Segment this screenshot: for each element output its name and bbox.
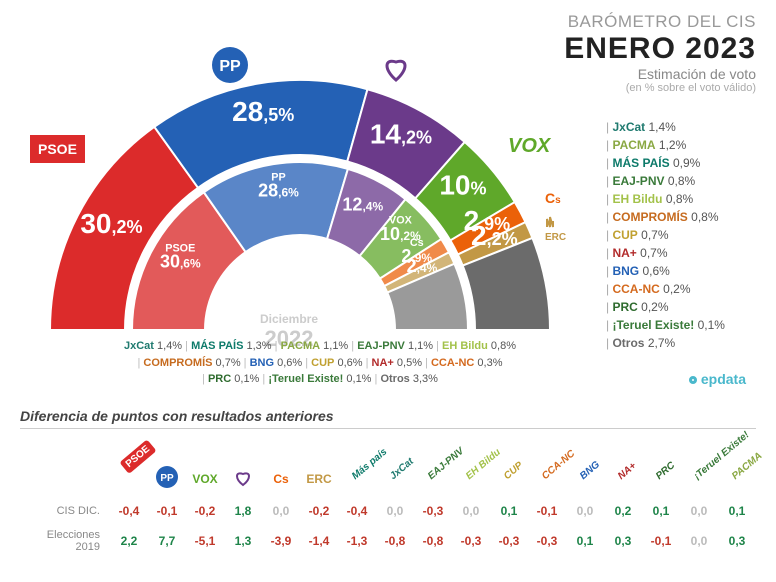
legend-row: | MÁS PAÍS 0,9% — [606, 154, 756, 172]
diff-cell: -0,3 — [490, 534, 528, 548]
diff-cell: 1,8 — [224, 504, 262, 518]
diff-header-cell: EH Bildu — [452, 436, 490, 496]
diff-cell: -0,4 — [338, 504, 376, 518]
diff-cell: -0,4 — [110, 504, 148, 518]
diff-cell: -0,8 — [414, 534, 452, 548]
diff-header-cell: NA+ — [604, 436, 642, 496]
diff-cell: 7,7 — [148, 534, 186, 548]
diff-cell: 0,0 — [680, 504, 718, 518]
header-subtitle: Estimación de voto — [564, 66, 756, 82]
diff-header-cell: PRC — [642, 436, 680, 496]
legend-row: | COMPROMÍS 0,8% — [606, 208, 756, 226]
diff-cell: 0,2 — [604, 504, 642, 518]
diff-cell: -0,3 — [414, 504, 452, 518]
diff-cell: 0,0 — [680, 534, 718, 548]
diff-header-cell: PP — [148, 436, 186, 496]
cs-logo: Cs — [545, 190, 561, 206]
svg-text:PP: PP — [271, 172, 285, 184]
diff-header-cell: Más país — [338, 436, 376, 496]
diff-header-cell: PSOE — [110, 436, 148, 496]
legend-row: | PACMA 1,2% — [606, 136, 756, 154]
side-legend: | JxCat 1,4%| PACMA 1,2%| MÁS PAÍS 0,9%|… — [606, 118, 756, 352]
diff-cell: -3,9 — [262, 534, 300, 548]
diff-cell: 0,3 — [604, 534, 642, 548]
psoe-logo: PSOE — [30, 135, 85, 163]
header-note: (en % sobre el voto válido) — [564, 82, 756, 94]
diff-cell: -0,8 — [376, 534, 414, 548]
diff-row: Elecciones 20192,27,7-5,11,3-3,9-1,4-1,3… — [20, 526, 756, 556]
diff-cell: 0,1 — [642, 504, 680, 518]
diff-cell: -0,1 — [528, 504, 566, 518]
svg-text:Cs: Cs — [410, 237, 424, 249]
diff-header-cell — [224, 436, 262, 496]
diff-cell: 2,2 — [110, 534, 148, 548]
diff-header-cell: CCA-NC — [528, 436, 566, 496]
diff-cell: 1,3 — [224, 534, 262, 548]
legend-row: | PRC 0,2% — [606, 298, 756, 316]
legend-row: | NA+ 0,7% — [606, 244, 756, 262]
diff-cell: -0,3 — [528, 534, 566, 548]
diff-cell: -0,2 — [186, 504, 224, 518]
diff-row: CIS DIC.-0,4-0,1-0,21,80,0-0,2-0,40,0-0,… — [20, 496, 756, 526]
diff-header-cell: PACMA — [718, 436, 756, 496]
diff-cell: -0,1 — [642, 534, 680, 548]
legend-row: | BNG 0,6% — [606, 262, 756, 280]
diff-cell: 0,3 — [718, 534, 756, 548]
legend-row: | EH Bildu 0,8% — [606, 190, 756, 208]
diff-header-cell: CUP — [490, 436, 528, 496]
diff-header-cell: Cs — [262, 436, 300, 496]
diff-header-cell: ERC — [300, 436, 338, 496]
svg-text:VOX: VOX — [389, 215, 413, 227]
diff-cell: 0,1 — [566, 534, 604, 548]
diff-cell: -1,4 — [300, 534, 338, 548]
svg-text:PP: PP — [219, 58, 241, 75]
legend-row: | CCA-NC 0,2% — [606, 280, 756, 298]
legend-row: | CUP 0,7% — [606, 226, 756, 244]
legend-row: | JxCat 1,4% — [606, 118, 756, 136]
erc-logo: ERC — [545, 215, 566, 243]
diff-title: Diferencia de puntos con resultados ante… — [20, 408, 334, 424]
diff-cell: -0,1 — [148, 504, 186, 518]
diff-cell: 0,1 — [718, 504, 756, 518]
diff-cell: -0,3 — [452, 534, 490, 548]
diff-cell: 0,0 — [376, 504, 414, 518]
svg-text:PP: PP — [160, 473, 174, 484]
svg-text:PSOE: PSOE — [165, 242, 195, 254]
arc-chart: 30,2%28,5%14,2%10%2,9%2,2%30,6%PSOE28,6%… — [20, 50, 580, 330]
brand: epdata — [689, 371, 746, 387]
diff-header-cell: BNG — [566, 436, 604, 496]
header-title: ENERO 2023 — [564, 32, 756, 66]
diff-cell: -0,2 — [300, 504, 338, 518]
legend-row: | EAJ-PNV 0,8% — [606, 172, 756, 190]
diff-header-cell: VOX — [186, 436, 224, 496]
diff-table: PSOE PP VOX CsERCMás paísJxCatEAJ-PNVEH Bil… — [20, 436, 756, 556]
diff-cell: -1,3 — [338, 534, 376, 548]
legend-row: | ¡Teruel Existe! 0,1% — [606, 316, 756, 334]
header-pretitle: BARÓMETRO DEL CIS — [564, 12, 756, 32]
diff-cell: 0,0 — [452, 504, 490, 518]
diff-cell: 0,0 — [566, 504, 604, 518]
diff-line — [20, 428, 756, 429]
legend-row: | Otros 2,7% — [606, 334, 756, 352]
vox-logo: VOX — [508, 135, 550, 158]
diff-cell: -5,1 — [186, 534, 224, 548]
diff-cell: 0,0 — [262, 504, 300, 518]
header: BARÓMETRO DEL CIS ENERO 2023 Estimación … — [564, 12, 756, 94]
diff-header-cell: JxCat — [376, 436, 414, 496]
diff-cell: 0,1 — [490, 504, 528, 518]
mini-legend: JxCat 1,4% | MÁS PAÍS 1,3% | PACMA 1,1% … — [60, 338, 580, 388]
diff-header-cell: EAJ-PNV — [414, 436, 452, 496]
pp-logo: PP — [210, 45, 250, 90]
podemos-logo — [378, 50, 414, 91]
diff-header-cell: ¡Teruel Existe! — [680, 436, 718, 496]
